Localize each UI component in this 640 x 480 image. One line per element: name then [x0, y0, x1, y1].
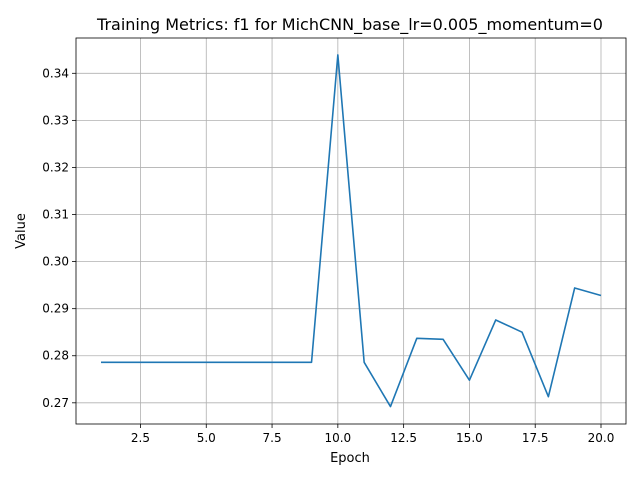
y-tick-label: 0.33	[42, 113, 69, 127]
x-tick-label: 10.0	[324, 431, 351, 445]
x-tick-label: 15.0	[456, 431, 483, 445]
x-tick-label: 12.5	[390, 431, 417, 445]
y-tick-label: 0.31	[42, 208, 69, 222]
series-line	[101, 54, 602, 408]
chart-title: Training Metrics: f1 for MichCNN_base_lr…	[96, 15, 603, 35]
plot-frame	[75, 37, 627, 425]
y-axis-label: Value	[14, 213, 29, 249]
x-tick-label: 5.0	[197, 431, 216, 445]
series-layer	[100, 54, 602, 408]
y-tick-label: 0.30	[42, 255, 69, 269]
x-tick-label: 20.0	[588, 431, 615, 445]
grid-lines	[76, 38, 626, 424]
x-axis-label: Epoch	[330, 451, 370, 466]
y-tick-label: 0.27	[42, 396, 69, 410]
y-tick-label: 0.28	[42, 349, 69, 363]
y-tick-label: 0.32	[42, 160, 69, 174]
y-tick-label: 0.34	[42, 66, 69, 80]
y-axis-ticks: 0.27 0.28 0.29 0.30 0.31 0.32 0.33 0.34	[42, 66, 76, 410]
x-tick-label: 17.5	[522, 431, 549, 445]
y-tick-label: 0.29	[42, 302, 69, 316]
x-tick-label: 7.5	[263, 431, 282, 445]
x-axis-ticks: 2.5 5.0 7.5 10.0 12.5 15.0 17.5 20.0	[131, 424, 614, 445]
x-tick-label: 2.5	[131, 431, 150, 445]
